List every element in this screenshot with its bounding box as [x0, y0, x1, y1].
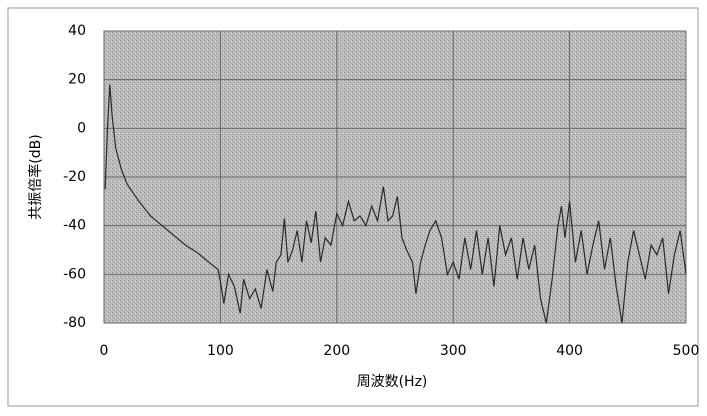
x-tick-label: 500: [673, 343, 700, 359]
y-tick-label: -60: [63, 266, 86, 282]
x-tick-label: 400: [556, 343, 583, 359]
y-tick-label: 40: [68, 23, 86, 39]
y-tick-label: -80: [63, 315, 86, 331]
x-tick-label: 0: [100, 343, 109, 359]
y-axis-label: 共振倍率(dB): [27, 134, 44, 219]
x-tick-label: 100: [207, 343, 234, 359]
y-tick-label: 20: [68, 72, 86, 88]
x-tick-label: 300: [440, 343, 467, 359]
y-tick-label: -40: [63, 218, 86, 234]
data-line: [104, 84, 687, 324]
x-tick-label: 200: [323, 343, 350, 359]
x-axis-label: 周波数(Hz): [357, 374, 428, 390]
y-tick-label: -20: [63, 169, 86, 185]
y-tick-label: 0: [77, 120, 86, 136]
